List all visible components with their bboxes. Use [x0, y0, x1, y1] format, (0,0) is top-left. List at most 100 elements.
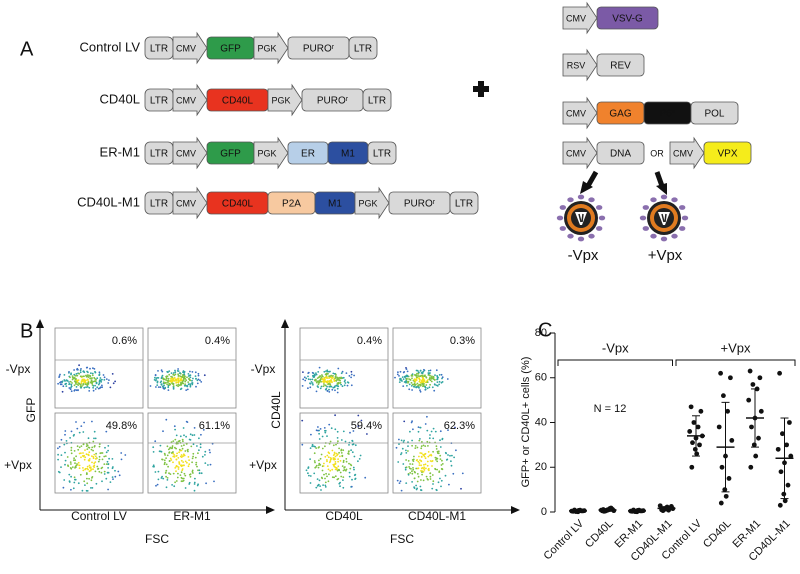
event-dot — [428, 437, 431, 440]
event-dot — [332, 376, 334, 379]
event-dot — [80, 382, 83, 384]
event-dot — [302, 371, 304, 373]
event-dot — [186, 421, 189, 423]
event-dot — [318, 464, 320, 466]
data-point — [777, 502, 783, 508]
event-dot — [322, 484, 324, 486]
event-dot — [76, 463, 78, 465]
event-dot — [427, 445, 429, 447]
event-dot — [103, 470, 106, 473]
event-dot — [87, 446, 90, 449]
event-dot — [57, 458, 59, 461]
promoter-arrow — [562, 1, 598, 35]
construct-name: ER-M1 — [100, 144, 140, 159]
event-dot — [58, 445, 61, 448]
event-dot — [339, 460, 342, 462]
event-dot — [440, 381, 443, 384]
arrow — [654, 171, 665, 187]
event-dot — [322, 385, 325, 388]
event-dot — [332, 444, 335, 447]
event-dot — [424, 385, 426, 388]
event-dot — [191, 383, 194, 386]
ltr-box — [348, 36, 378, 60]
event-dot — [63, 443, 66, 446]
event-dot — [180, 387, 183, 390]
event-dot — [75, 373, 78, 375]
virus-spike — [660, 194, 668, 200]
event-dot — [73, 384, 76, 387]
event-dot — [124, 454, 127, 456]
event-dot — [330, 376, 333, 379]
event-dot — [420, 479, 422, 481]
event-dot — [88, 390, 91, 392]
event-dot — [406, 370, 409, 373]
event-dot — [405, 482, 408, 484]
event-dot — [402, 463, 405, 465]
event-dot — [202, 429, 205, 431]
event-dot — [82, 370, 85, 373]
event-dot — [165, 463, 168, 466]
event-dot — [323, 462, 325, 465]
event-dot — [180, 471, 183, 474]
event-dot — [337, 381, 340, 384]
event-dot — [417, 426, 420, 428]
part-label: VSV-G — [612, 14, 643, 25]
event-dot — [397, 461, 400, 463]
event-dot — [166, 445, 169, 448]
event-dot — [419, 383, 422, 386]
event-dot — [311, 445, 314, 448]
virus-rna — [661, 213, 665, 223]
event-dot — [420, 455, 423, 458]
event-dot — [85, 381, 87, 384]
event-dot — [312, 374, 314, 377]
event-dot — [166, 370, 169, 373]
event-dot — [320, 376, 323, 379]
event-dot — [161, 475, 164, 478]
event-dot — [161, 458, 164, 461]
event-dot — [77, 461, 80, 464]
gate-percent: 62.3% — [444, 420, 475, 432]
event-dot — [337, 477, 340, 480]
event-dot — [410, 385, 413, 387]
event-dot — [172, 440, 175, 442]
event-dot — [401, 376, 404, 378]
event-dot — [69, 461, 72, 463]
event-dot — [174, 373, 177, 376]
event-dot — [103, 379, 106, 381]
flow-plot — [54, 327, 144, 409]
event-dot — [105, 378, 108, 380]
event-dot — [416, 459, 419, 461]
event-dot — [82, 431, 85, 433]
event-dot — [80, 456, 82, 459]
event-dot — [64, 430, 67, 432]
event-dot — [333, 380, 336, 382]
event-dot — [73, 457, 75, 460]
event-dot — [315, 429, 318, 432]
event-dot — [184, 375, 186, 378]
event-dot — [416, 480, 419, 483]
part-label: PGK — [358, 198, 377, 208]
event-dot — [405, 374, 408, 377]
event-dot — [169, 473, 172, 475]
data-point — [775, 446, 781, 452]
event-dot — [76, 427, 79, 430]
event-dot — [421, 441, 423, 443]
event-dot — [208, 449, 211, 451]
event-dot — [327, 480, 330, 483]
event-dot — [416, 372, 418, 375]
event-dot — [71, 466, 74, 468]
event-dot — [315, 390, 318, 393]
event-dot — [89, 377, 92, 380]
row-label: -Vpx — [6, 362, 31, 376]
event-dot — [194, 477, 196, 480]
event-dot — [334, 389, 336, 392]
data-point — [781, 491, 787, 497]
event-dot — [178, 372, 181, 374]
event-dot — [201, 455, 204, 458]
event-dot — [332, 454, 335, 456]
event-dot — [173, 380, 176, 382]
event-dot — [197, 378, 200, 381]
event-dot — [338, 482, 341, 485]
event-dot — [165, 469, 168, 472]
event-dot — [398, 482, 401, 484]
